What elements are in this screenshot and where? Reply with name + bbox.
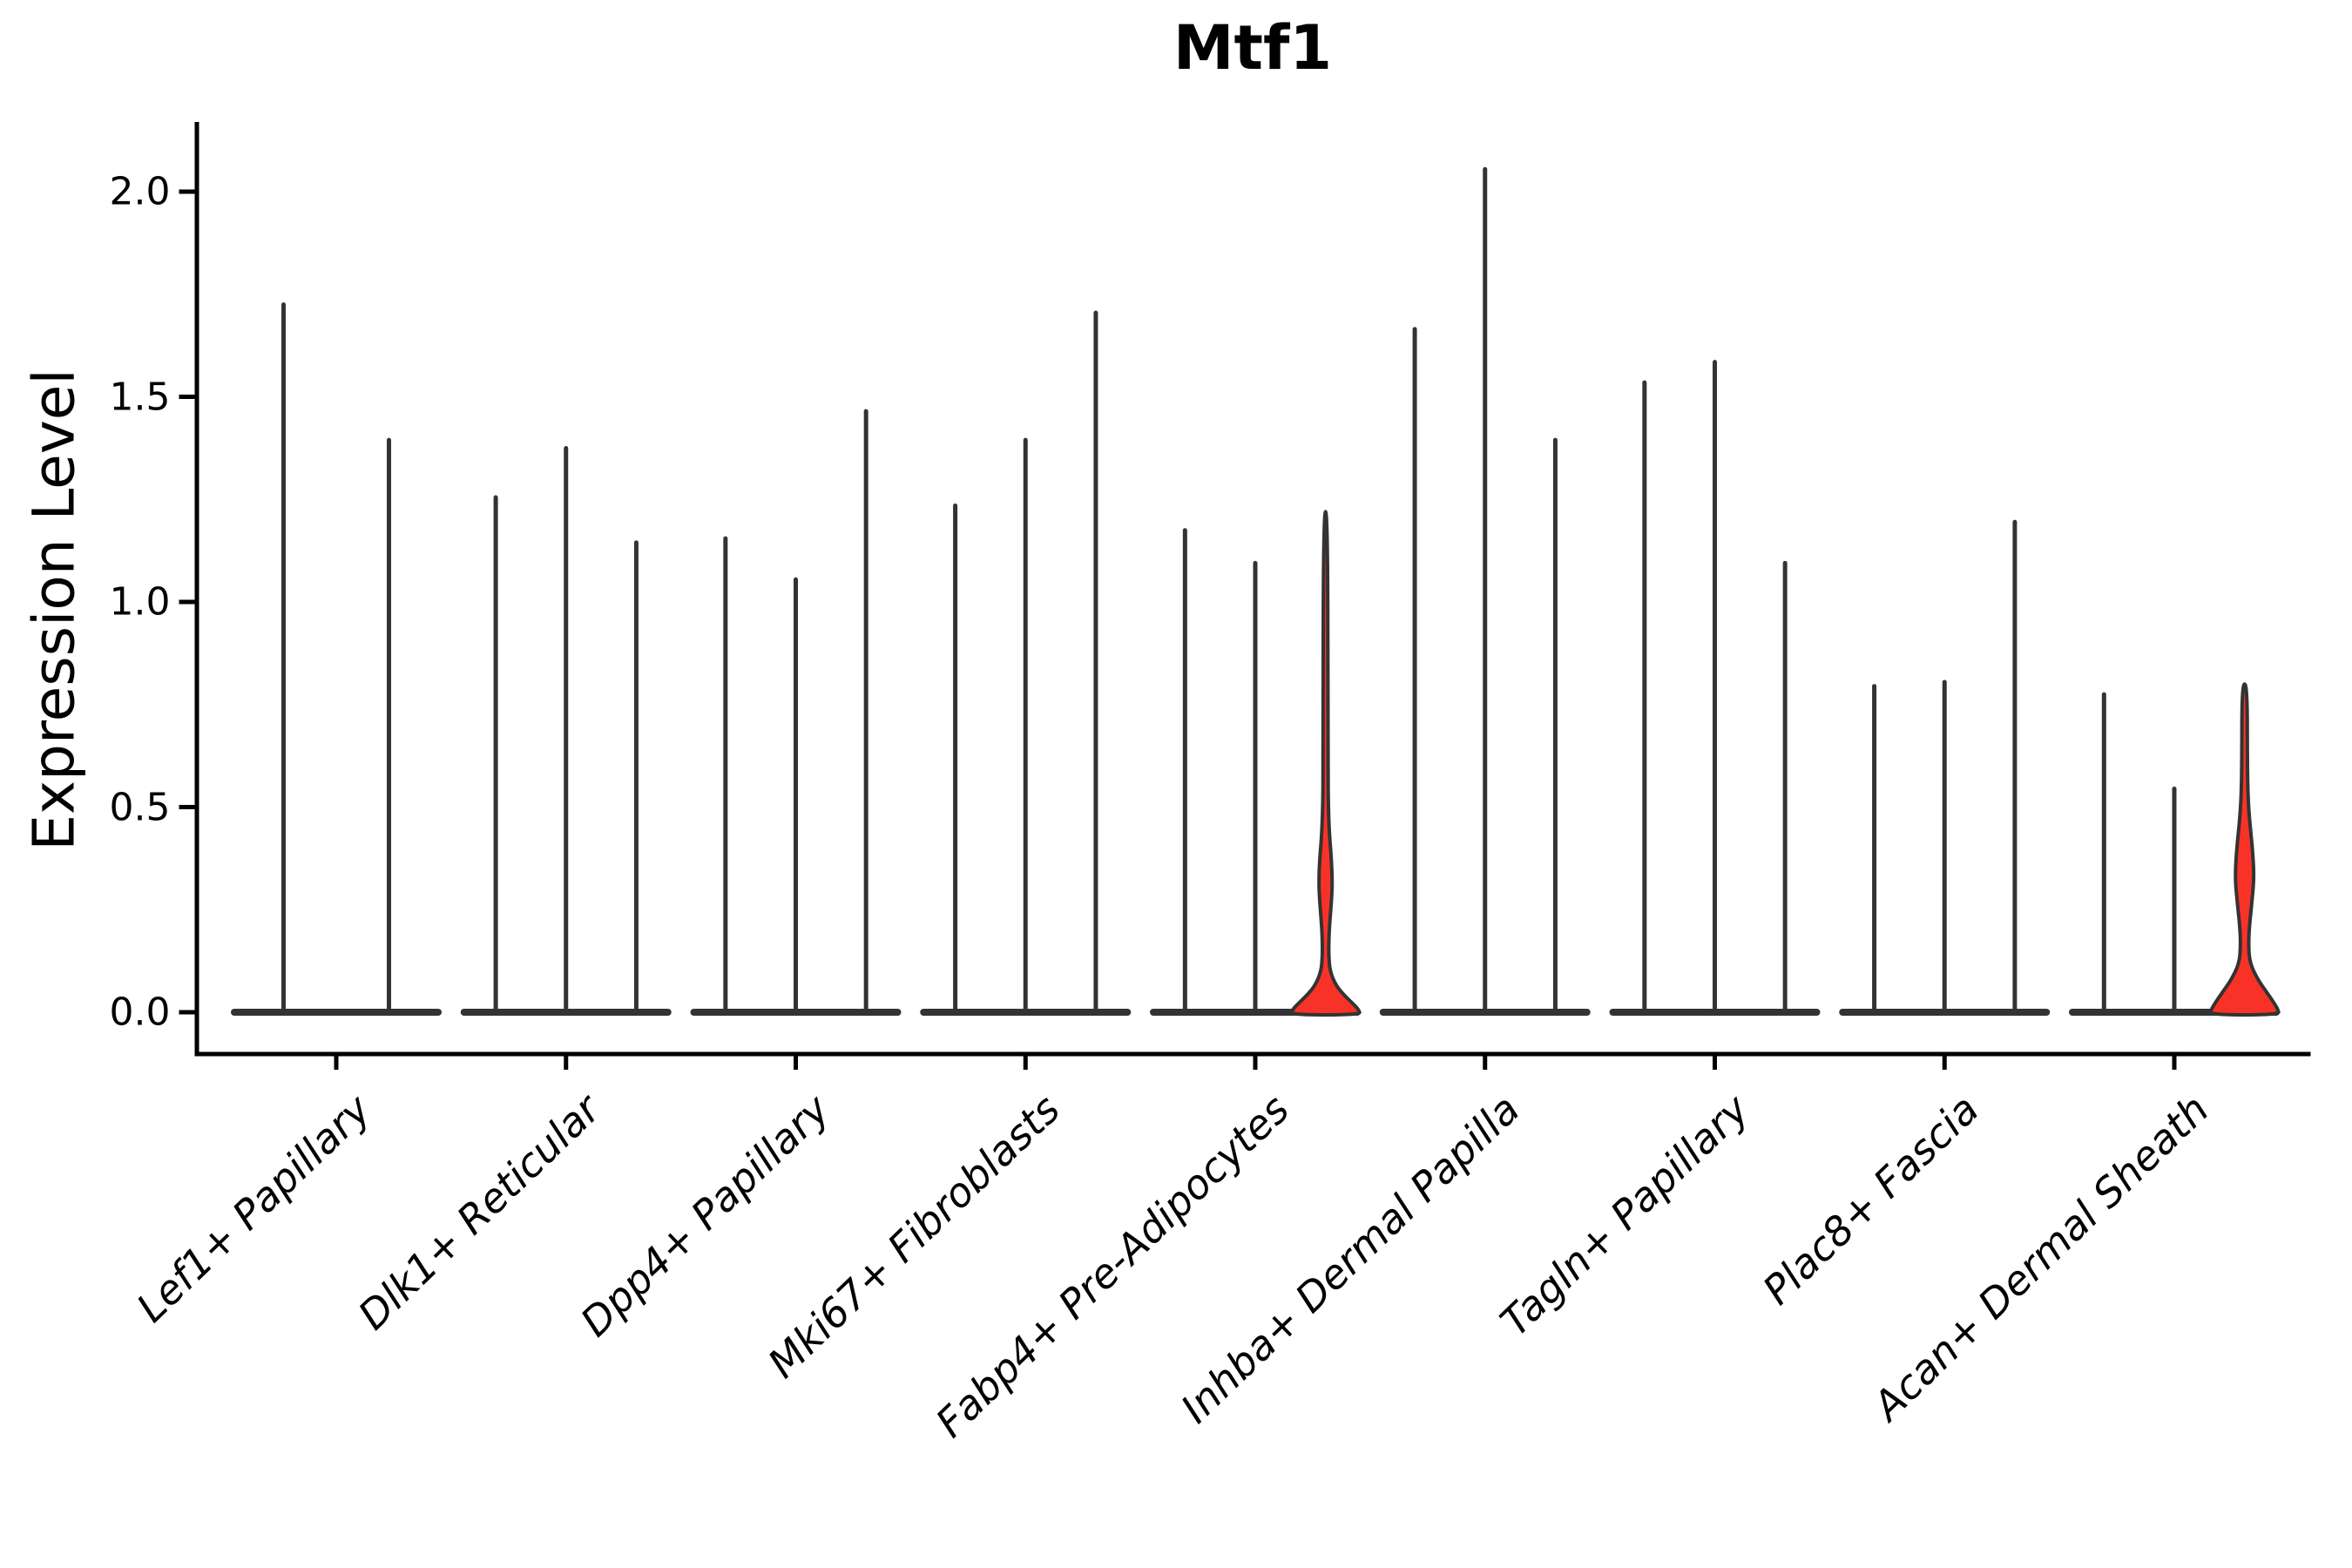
- y-tick-label: 1.5: [109, 375, 171, 419]
- violin-highlighted: [2208, 682, 2281, 1017]
- violin-spike: [723, 536, 728, 1012]
- violin-spike: [1713, 360, 1717, 1012]
- violin-spike: [863, 409, 868, 1012]
- y-tick-label: 2.0: [109, 169, 171, 214]
- violin-spike: [1412, 327, 1417, 1012]
- x-tick-mark: [1942, 1054, 1947, 1070]
- violin-spike: [387, 437, 391, 1013]
- y-tick-mark: [179, 1010, 195, 1015]
- x-tick-mark: [794, 1054, 798, 1070]
- violin-spike: [794, 577, 798, 1012]
- y-tick-label: 0.5: [109, 785, 171, 829]
- x-tick-mark: [564, 1054, 569, 1070]
- violin-spike: [2172, 786, 2177, 1012]
- violin-spike: [1552, 437, 1558, 1013]
- violin-spike: [1782, 560, 1788, 1012]
- y-tick-label: 0.0: [109, 990, 171, 1035]
- violin-spike: [1942, 679, 1947, 1012]
- y-tick-mark: [179, 395, 195, 399]
- x-tick-mark: [1713, 1054, 1717, 1070]
- violin-spike: [1093, 310, 1098, 1013]
- violin-spike: [2012, 519, 2017, 1012]
- plot-title: Mtf1: [1173, 12, 1333, 84]
- y-tick-mark: [179, 189, 195, 194]
- violin-spike: [1872, 684, 1877, 1012]
- x-axis-spine: [194, 1051, 2311, 1057]
- violin-spike: [2101, 692, 2106, 1012]
- violin-spike: [1483, 166, 1488, 1013]
- violin-highlighted: [1289, 510, 1362, 1017]
- violin-spike: [633, 540, 639, 1012]
- violin-spike: [953, 503, 958, 1012]
- violin-spike: [564, 446, 569, 1012]
- y-tick-mark: [179, 599, 195, 605]
- x-tick-mark: [2172, 1054, 2177, 1070]
- x-tick-mark: [1253, 1054, 1258, 1070]
- x-tick-mark: [334, 1054, 339, 1070]
- violin-spike: [493, 495, 498, 1012]
- violin-spike: [1023, 437, 1028, 1013]
- violin-spike: [1253, 560, 1258, 1012]
- x-tick-mark: [1483, 1054, 1488, 1070]
- violin-spike: [281, 302, 286, 1012]
- y-tick-label: 1.0: [109, 579, 171, 625]
- violin-spike: [1182, 528, 1187, 1012]
- violin-spike: [1642, 380, 1647, 1012]
- violin-zero-base: [231, 1009, 442, 1016]
- y-tick-mark: [179, 805, 195, 809]
- x-tick-mark: [1023, 1054, 1028, 1070]
- y-axis-spine: [194, 122, 199, 1057]
